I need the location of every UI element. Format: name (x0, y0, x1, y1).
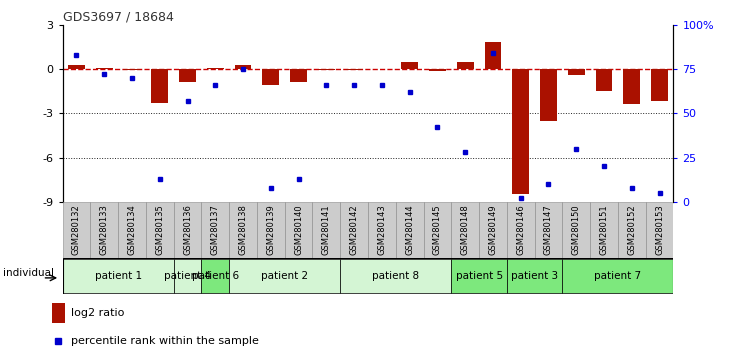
Bar (52, 303, 65, 323)
Text: GSM280148: GSM280148 (461, 204, 470, 255)
Text: GSM280137: GSM280137 (210, 204, 220, 255)
FancyBboxPatch shape (423, 202, 451, 258)
Bar (540, 69, 557, 121)
Text: GSM280142: GSM280142 (350, 204, 358, 255)
FancyBboxPatch shape (590, 202, 618, 258)
Bar (429, 69, 446, 70)
Bar (457, 62, 473, 69)
Text: patient 2: patient 2 (261, 271, 308, 281)
Bar (346, 69, 362, 70)
FancyBboxPatch shape (451, 202, 479, 258)
FancyBboxPatch shape (396, 202, 423, 258)
Text: individual: individual (3, 268, 54, 278)
Bar (401, 62, 418, 69)
FancyBboxPatch shape (534, 202, 562, 258)
Bar (152, 69, 168, 103)
Text: GSM280136: GSM280136 (183, 204, 192, 255)
Text: GSM280140: GSM280140 (294, 204, 303, 255)
Text: patient 6: patient 6 (191, 271, 239, 281)
FancyBboxPatch shape (645, 202, 673, 258)
Bar (68, 65, 85, 69)
Bar (124, 69, 141, 70)
Bar (512, 69, 529, 194)
Text: GSM280135: GSM280135 (155, 204, 164, 255)
Text: patient 7: patient 7 (595, 271, 642, 281)
FancyBboxPatch shape (562, 259, 673, 293)
Text: GSM280144: GSM280144 (405, 204, 414, 255)
FancyBboxPatch shape (285, 202, 313, 258)
Text: GSM280139: GSM280139 (266, 204, 275, 255)
Text: GSM280147: GSM280147 (544, 204, 553, 255)
Text: GSM280141: GSM280141 (322, 204, 331, 255)
FancyBboxPatch shape (479, 202, 507, 258)
FancyBboxPatch shape (257, 202, 285, 258)
FancyBboxPatch shape (618, 202, 645, 258)
Text: GSM280132: GSM280132 (72, 204, 81, 255)
Bar (568, 69, 584, 75)
FancyBboxPatch shape (229, 259, 340, 293)
FancyBboxPatch shape (146, 202, 174, 258)
FancyBboxPatch shape (368, 202, 396, 258)
FancyBboxPatch shape (174, 202, 202, 258)
Text: GSM280146: GSM280146 (516, 204, 526, 255)
Text: GSM280150: GSM280150 (572, 204, 581, 255)
Text: GSM280143: GSM280143 (378, 204, 386, 255)
FancyBboxPatch shape (562, 202, 590, 258)
Text: GSM280153: GSM280153 (655, 204, 664, 255)
FancyBboxPatch shape (202, 259, 229, 293)
FancyBboxPatch shape (63, 259, 174, 293)
Text: GSM280133: GSM280133 (99, 204, 109, 255)
Text: GSM280151: GSM280151 (600, 204, 609, 255)
FancyBboxPatch shape (340, 202, 368, 258)
Text: GSM280145: GSM280145 (433, 204, 442, 255)
FancyBboxPatch shape (202, 202, 229, 258)
Bar (179, 69, 196, 82)
Bar (235, 65, 252, 69)
FancyBboxPatch shape (340, 259, 451, 293)
FancyBboxPatch shape (451, 259, 507, 293)
Text: GSM280138: GSM280138 (238, 204, 247, 255)
FancyBboxPatch shape (313, 202, 340, 258)
Text: log2 ratio: log2 ratio (71, 308, 124, 318)
FancyBboxPatch shape (174, 259, 202, 293)
Text: GSM280149: GSM280149 (489, 204, 498, 255)
Text: GDS3697 / 18684: GDS3697 / 18684 (63, 11, 174, 24)
Text: patient 5: patient 5 (456, 271, 503, 281)
Bar (651, 69, 668, 102)
Bar (318, 69, 335, 70)
FancyBboxPatch shape (91, 202, 118, 258)
Bar (263, 69, 279, 85)
Text: patient 1: patient 1 (94, 271, 141, 281)
Text: patient 3: patient 3 (511, 271, 558, 281)
Bar (595, 69, 612, 91)
FancyBboxPatch shape (229, 202, 257, 258)
FancyBboxPatch shape (507, 202, 534, 258)
Text: percentile rank within the sample: percentile rank within the sample (71, 336, 258, 346)
Text: GSM280134: GSM280134 (127, 204, 136, 255)
FancyBboxPatch shape (507, 259, 562, 293)
Bar (484, 42, 501, 69)
Bar (623, 69, 640, 104)
Text: patient 4: patient 4 (164, 271, 211, 281)
Bar (207, 68, 224, 69)
Text: GSM280152: GSM280152 (627, 204, 637, 255)
FancyBboxPatch shape (118, 202, 146, 258)
Text: patient 8: patient 8 (372, 271, 420, 281)
Bar (96, 68, 113, 69)
Bar (290, 69, 307, 82)
FancyBboxPatch shape (63, 202, 91, 258)
